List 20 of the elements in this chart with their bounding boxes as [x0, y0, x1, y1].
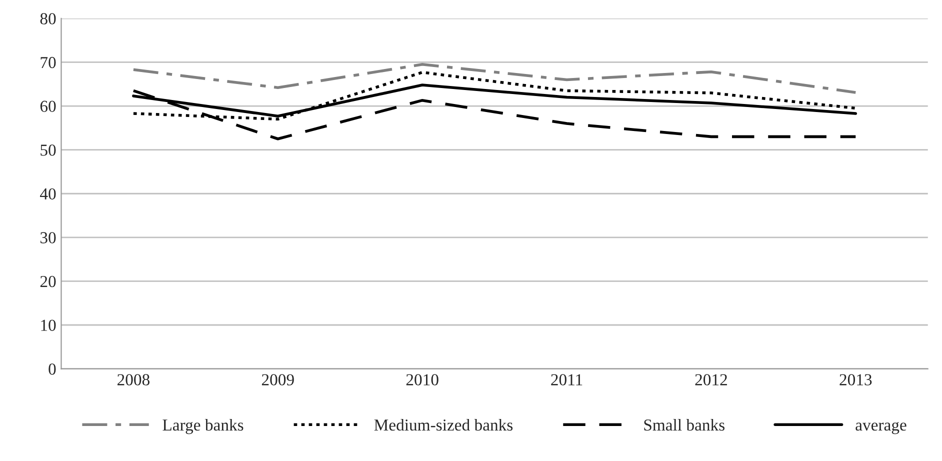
legend-label: Large banks [162, 418, 244, 434]
y-tick-label: 10 [41, 320, 56, 331]
y-tick-label: 50 [40, 144, 56, 156]
line-series [132, 63, 858, 94]
legend-label: Small banks [644, 418, 724, 431]
y-tick-label: 80 [40, 13, 56, 24]
y-tick-label: 20 [40, 276, 56, 288]
y-tick-label: 30 [40, 232, 56, 244]
legend-label: Medium-sized banks [374, 418, 513, 431]
x-tick-label: 2012 [695, 374, 727, 386]
y-tick-label: 40 [40, 188, 56, 200]
x-tick-label: 2011 [551, 374, 582, 386]
x-tick-label: 2008 [118, 374, 150, 386]
legend-label: average [856, 422, 906, 434]
x-tick-label: 2009 [262, 374, 294, 386]
y-tick-label: 70 [40, 56, 56, 68]
y-tick-label: 0 [48, 364, 56, 375]
x-tick-label: 2013 [840, 374, 872, 386]
x-tick-label: 2010 [406, 374, 438, 386]
y-tick-label: 60 [40, 100, 56, 112]
